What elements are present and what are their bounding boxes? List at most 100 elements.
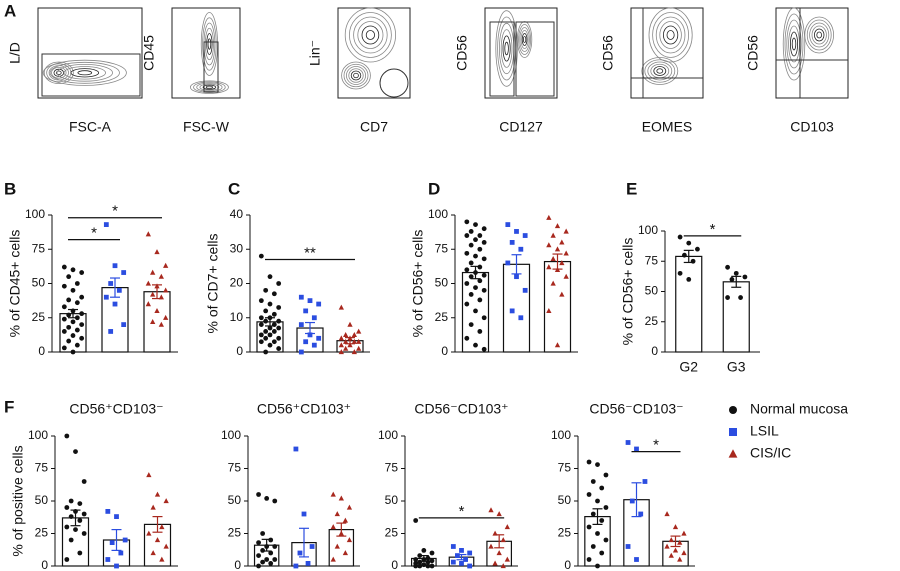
y-tick-label: 20 xyxy=(230,276,244,290)
dot xyxy=(338,349,344,355)
dot xyxy=(158,321,164,327)
dot xyxy=(61,329,67,334)
dot xyxy=(481,315,487,321)
dot xyxy=(473,285,478,291)
y-tick-label: 75 xyxy=(35,461,49,475)
dot xyxy=(73,449,78,454)
dot xyxy=(450,559,456,565)
dot xyxy=(81,511,87,517)
contour xyxy=(204,27,214,61)
dot xyxy=(163,314,169,320)
flow-plot: FSC-A L/D xyxy=(7,7,143,135)
dot xyxy=(121,270,127,275)
chart-title: CD56⁺CD103⁻ xyxy=(69,401,163,417)
dot xyxy=(258,315,264,321)
panel-letter: A xyxy=(4,1,16,20)
contour xyxy=(63,66,106,80)
dot xyxy=(342,550,349,556)
dot xyxy=(468,322,474,327)
dot xyxy=(496,550,502,556)
contour xyxy=(504,41,509,56)
contour xyxy=(344,7,396,63)
contour xyxy=(205,85,213,89)
flow-plot: CD103 CD56 xyxy=(745,7,849,135)
dot xyxy=(504,556,510,562)
dot xyxy=(298,322,304,327)
dot xyxy=(258,339,264,345)
dot xyxy=(429,558,435,564)
dot xyxy=(481,346,487,352)
dot xyxy=(118,550,124,556)
dot xyxy=(634,557,639,562)
dot xyxy=(356,328,362,334)
dot xyxy=(504,524,510,530)
dot xyxy=(263,335,269,341)
contour xyxy=(804,16,834,54)
contour xyxy=(348,12,392,58)
dot xyxy=(595,462,600,467)
dot xyxy=(163,262,169,268)
dot xyxy=(729,277,735,282)
dot xyxy=(492,560,498,566)
dot xyxy=(150,269,156,275)
dot xyxy=(271,311,277,317)
chart-title: CD56⁻CD103⁻ xyxy=(589,401,683,417)
dot xyxy=(338,342,344,348)
y-axis-label: % of CD56+ cells xyxy=(410,230,426,338)
dot xyxy=(109,540,115,545)
dot xyxy=(81,479,87,484)
y-tick-label: 100 xyxy=(378,428,398,442)
y-axis-label: % of CD56+ cells xyxy=(620,238,636,346)
dot xyxy=(276,281,282,286)
dot xyxy=(77,550,83,556)
x-axis-label: CD7 xyxy=(360,119,388,135)
dot xyxy=(563,250,569,256)
dot xyxy=(559,260,565,266)
dot xyxy=(114,514,119,519)
contour xyxy=(196,82,223,92)
dot xyxy=(481,226,487,232)
chart: CD56⁺CD103⁺ 0 25 50 75 100 xyxy=(221,401,360,571)
contour xyxy=(189,80,229,94)
contour xyxy=(343,63,369,88)
dot xyxy=(256,492,261,497)
dot xyxy=(468,260,474,266)
dot xyxy=(150,291,156,297)
dot xyxy=(334,543,340,549)
contour xyxy=(357,21,384,49)
dot xyxy=(163,543,169,549)
contour xyxy=(662,25,679,45)
dot xyxy=(163,287,169,293)
dot xyxy=(681,530,687,536)
contour xyxy=(202,17,217,71)
dot xyxy=(417,563,423,569)
dot xyxy=(481,272,487,278)
dot xyxy=(725,264,730,270)
dot xyxy=(522,287,528,293)
dot xyxy=(268,537,274,543)
chart-title: CD56⁻CD103⁺ xyxy=(414,401,508,417)
dot xyxy=(554,223,561,229)
y-axis-label: % of CD45+ cells xyxy=(7,230,23,338)
dot xyxy=(514,229,519,234)
dot xyxy=(738,295,743,300)
dot xyxy=(145,301,151,307)
dot xyxy=(505,222,511,227)
dot xyxy=(150,504,156,510)
dot xyxy=(271,339,277,345)
dot xyxy=(150,550,156,556)
dot xyxy=(258,298,264,304)
dot xyxy=(338,304,344,310)
dot xyxy=(488,543,494,549)
y-tick-label: 50 xyxy=(32,276,46,290)
flow-plot: CD127 CD56 xyxy=(454,7,558,135)
contour xyxy=(652,12,689,58)
dot xyxy=(79,311,85,317)
dot xyxy=(154,491,161,497)
dot xyxy=(68,514,74,519)
y-axis-label: CD56 xyxy=(745,35,761,71)
dot xyxy=(467,563,473,569)
significance-label: * xyxy=(710,221,716,238)
dot xyxy=(112,301,118,307)
y-tick-label: 50 xyxy=(645,284,659,298)
